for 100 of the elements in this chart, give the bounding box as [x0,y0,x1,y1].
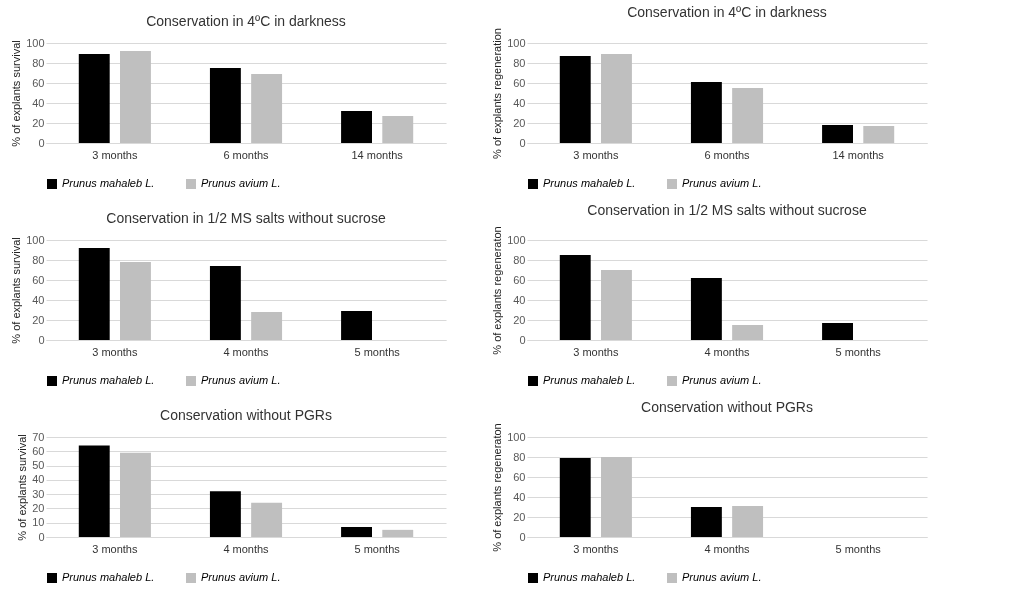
y-tick-label: 40 [32,473,45,486]
chart-title: Conservation in 1/2 MS salts without sucrose [587,201,867,218]
bar [382,529,414,537]
bar [601,270,632,340]
bar [120,452,151,537]
x-tick-label: 3 months [573,345,619,358]
bar [78,248,110,340]
x-tick-label: 4 months [223,542,270,555]
y-tick-label: 10 [32,516,45,529]
x-tick-label: 5 months [835,345,882,358]
x-tick-label: 3 months [92,345,138,358]
bar [732,88,764,143]
y-tick-label: 20 [513,116,526,129]
bar [120,51,151,143]
bar [341,527,372,537]
bar [209,266,241,340]
y-axis-title: % of explants regeneraton [491,423,504,552]
y-tick-label: 100 [26,233,45,246]
legend-label: Prunus mahaleb L. [62,374,155,386]
y-tick-label: 20 [32,116,45,129]
bar [209,491,241,537]
legend-label: Prunus mahaleb L. [62,177,155,189]
x-tick-label: 3 months [573,542,619,555]
legend-label: Prunus avium L. [682,571,762,583]
x-tick-label: 4 months [704,542,751,555]
bar [559,255,591,340]
y-tick-label: 40 [513,293,526,306]
legend-label: Prunus avium L. [201,374,281,386]
bar [559,56,591,143]
legend-label: Prunus mahaleb L. [62,571,155,583]
legend-label: Prunus mahaleb L. [543,374,636,386]
x-tick-label: 5 months [354,542,401,555]
x-tick-label: 14 months [832,148,885,161]
y-tick-label: 40 [513,490,526,503]
y-tick-label: 0 [519,333,526,346]
y-tick-label: 50 [32,459,45,472]
x-tick-label: 4 months [704,345,751,358]
bar [732,325,764,340]
bar [251,74,283,143]
bar [822,125,853,143]
legend-label: Prunus mahaleb L. [543,571,636,583]
x-tick-label: 5 months [835,542,882,555]
x-tick-label: 3 months [92,542,138,555]
bar [120,262,151,340]
chart-title: Conservation in 4ºC in darkness [146,13,346,29]
x-tick-label: 6 months [223,148,270,161]
bar [559,458,591,537]
y-axis-title: % of explants regeneraton [491,226,504,355]
y-tick-label: 0 [38,136,45,149]
y-tick-label: 20 [513,510,526,523]
y-tick-label: 40 [32,293,45,306]
y-tick-label: 60 [513,273,526,286]
y-tick-label: 0 [519,136,526,149]
bar [863,126,895,143]
y-tick-label: 20 [513,313,526,326]
y-tick-label: 0 [38,530,45,543]
x-tick-label: 5 months [354,345,401,358]
x-tick-label: 6 months [704,148,751,161]
y-tick-label: 40 [513,96,526,109]
x-tick-label: 3 months [92,148,138,161]
y-tick-label: 80 [32,253,45,266]
legend-label: Prunus mahaleb L. [543,177,636,189]
bar [209,68,241,143]
bar [251,502,283,537]
y-axis-title: % of explants survival [16,434,29,541]
bar [382,116,414,143]
legend-label: Prunus avium L. [201,177,281,189]
y-tick-label: 80 [513,450,526,463]
y-tick-label: 100 [26,36,45,49]
y-tick-label: 70 [32,430,45,443]
y-tick-label: 60 [513,76,526,89]
bar [732,506,764,537]
bar [341,311,372,340]
y-axis-title: % of explants regeneration [491,28,504,159]
chart-title: Conservation in 4ºC in darkness [627,3,827,20]
y-tick-label: 60 [32,444,45,457]
y-tick-label: 80 [513,253,526,266]
y-tick-label: 60 [32,273,45,286]
bar [251,312,283,340]
y-tick-label: 100 [507,233,526,246]
chart-title: Conservation without PGRs [641,398,813,415]
bar [822,323,853,340]
y-tick-label: 80 [32,56,45,69]
bar [78,54,110,143]
chart-title: Conservation without PGRs [160,407,332,423]
legend-label: Prunus avium L. [682,177,762,189]
x-tick-label: 3 months [573,148,619,161]
y-axis-title: % of explants survival [10,40,23,147]
legend-label: Prunus avium L. [682,374,762,386]
y-tick-label: 30 [32,487,45,500]
y-tick-label: 40 [32,96,45,109]
y-tick-label: 20 [32,313,45,326]
x-tick-label: 14 months [351,148,404,161]
bar [690,278,722,340]
bar [690,82,722,143]
y-tick-label: 20 [32,501,45,514]
chart-title: Conservation in 1/2 MS salts without sucrose [106,210,386,226]
y-tick-label: 60 [32,76,45,89]
y-tick-label: 0 [519,530,526,543]
bar [601,457,632,537]
